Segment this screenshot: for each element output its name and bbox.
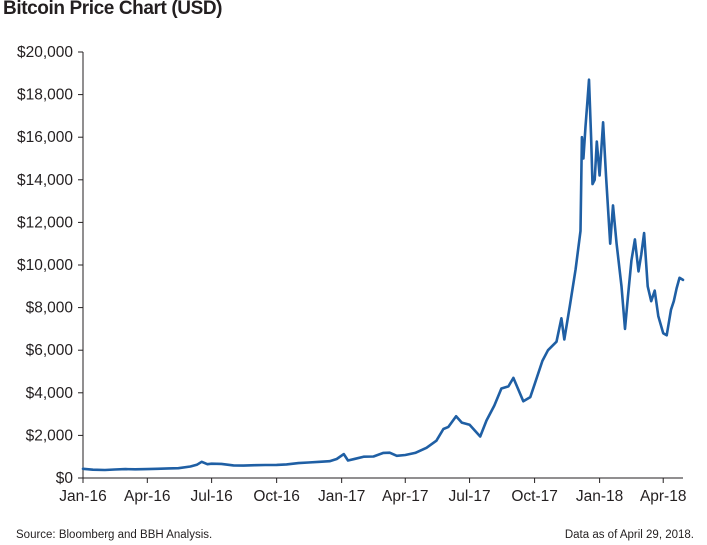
- y-tick-label: $0: [56, 470, 74, 487]
- x-tick-label: Apr-18: [640, 488, 687, 505]
- x-tick-label: Jul-17: [448, 488, 490, 505]
- y-tick-label: $6,000: [26, 342, 74, 359]
- y-tick-label: $10,000: [17, 257, 73, 274]
- y-tick-label: $12,000: [17, 214, 73, 231]
- y-tick-label: $8,000: [26, 300, 74, 317]
- data-date-note: Data as of April 29, 2018.: [564, 529, 694, 541]
- x-tick-label: Oct-17: [511, 488, 558, 505]
- y-tick-label: $20,000: [17, 44, 73, 61]
- y-tick-label: $18,000: [17, 87, 73, 104]
- x-tick-label: Jan-18: [576, 488, 623, 505]
- y-tick-label: $14,000: [17, 172, 73, 189]
- x-tick-label: Jan-17: [318, 488, 365, 505]
- x-tick-label: Jan-16: [59, 488, 106, 505]
- x-axis: Jan-16 Apr-16 Jul-16 Oct-16 Jan-17 Apr-17 Jul-…: [59, 477, 687, 505]
- source-note: Source: Bloomberg and BBH Analysis.: [16, 529, 213, 541]
- bitcoin-price-line: [81, 78, 685, 472]
- chart-title: Bitcoin Price Chart (USD): [3, 0, 223, 19]
- x-tick-label: Apr-17: [382, 488, 429, 505]
- series-group: [81, 78, 685, 472]
- x-tick-label: Jul-16: [191, 488, 233, 505]
- y-tick-label: $4,000: [26, 385, 74, 402]
- y-axis: $0 $2,000 $4,000 $6,000 $8,000 $10,000 $12,000…: [17, 44, 84, 487]
- y-tick-label: $2,000: [26, 427, 74, 444]
- x-tick-label: Apr-16: [124, 488, 171, 505]
- y-tick-label: $16,000: [17, 129, 73, 146]
- x-tick-label: Oct-16: [253, 488, 300, 505]
